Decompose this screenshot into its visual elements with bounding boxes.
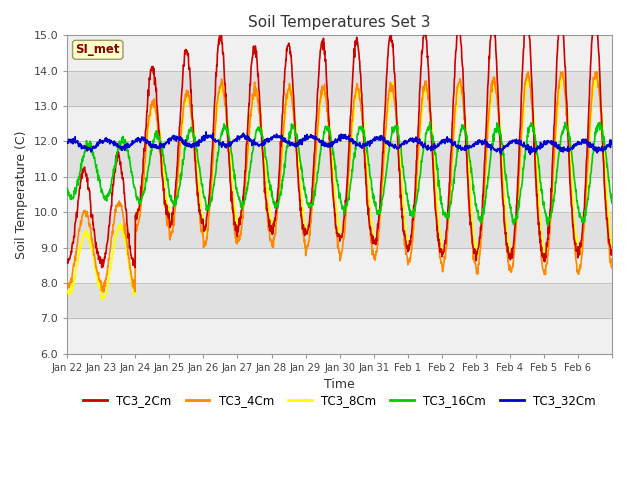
- X-axis label: Time: Time: [324, 378, 355, 391]
- Bar: [67, 248, 612, 283]
- Y-axis label: Soil Temperature (C): Soil Temperature (C): [15, 130, 28, 259]
- TC3_8Cm: [548, 192, 556, 198]
- TC3_4Cm: [602, 194, 609, 200]
- Bar: [67, 177, 612, 212]
- TC3_32Cm: [548, 142, 556, 147]
- TC3_8Cm: [63, 290, 71, 296]
- TC3_8Cm: [468, 215, 476, 220]
- TC3_4Cm: [593, 69, 600, 74]
- TC3_8Cm: [316, 115, 323, 120]
- TC3_16Cm: [63, 185, 71, 191]
- TC3_4Cm: [316, 104, 323, 110]
- TC3_32Cm: [608, 137, 616, 143]
- TC3_16Cm: [602, 148, 609, 154]
- TC3_32Cm: [316, 136, 323, 142]
- TC3_32Cm: [326, 144, 333, 150]
- TC3_2Cm: [608, 247, 616, 253]
- TC3_16Cm: [315, 161, 323, 167]
- Legend: TC3_2Cm, TC3_4Cm, TC3_8Cm, TC3_16Cm, TC3_32Cm: TC3_2Cm, TC3_4Cm, TC3_8Cm, TC3_16Cm, TC3…: [78, 389, 601, 411]
- TC3_32Cm: [468, 144, 476, 149]
- TC3_2Cm: [548, 176, 556, 182]
- TC3_2Cm: [602, 198, 609, 204]
- TC3_4Cm: [548, 196, 556, 202]
- TC3_4Cm: [149, 103, 157, 108]
- TC3_16Cm: [548, 206, 556, 212]
- Bar: [67, 283, 612, 318]
- TC3_32Cm: [148, 144, 156, 150]
- TC3_2Cm: [131, 264, 139, 270]
- Bar: [67, 71, 612, 106]
- Line: TC3_4Cm: TC3_4Cm: [67, 72, 612, 292]
- TC3_16Cm: [325, 127, 333, 133]
- Line: TC3_16Cm: TC3_16Cm: [67, 122, 612, 225]
- TC3_2Cm: [591, 7, 598, 12]
- TC3_4Cm: [468, 240, 476, 245]
- TC3_4Cm: [608, 265, 616, 271]
- TC3_4Cm: [326, 139, 333, 144]
- TC3_4Cm: [63, 285, 71, 291]
- TC3_8Cm: [525, 72, 533, 77]
- TC3_8Cm: [602, 164, 609, 169]
- TC3_32Cm: [526, 152, 534, 157]
- TC3_32Cm: [602, 146, 609, 152]
- Line: TC3_2Cm: TC3_2Cm: [67, 10, 612, 267]
- TC3_8Cm: [149, 99, 157, 105]
- TC3_16Cm: [148, 142, 156, 147]
- TC3_32Cm: [202, 129, 210, 135]
- Bar: [67, 318, 612, 354]
- TC3_2Cm: [63, 257, 71, 263]
- Line: TC3_32Cm: TC3_32Cm: [67, 132, 612, 155]
- TC3_2Cm: [149, 64, 157, 70]
- TC3_16Cm: [544, 222, 552, 228]
- Bar: [67, 36, 612, 71]
- TC3_2Cm: [326, 137, 333, 143]
- Line: TC3_8Cm: TC3_8Cm: [67, 74, 612, 300]
- Text: SI_met: SI_met: [76, 43, 120, 56]
- TC3_4Cm: [99, 289, 107, 295]
- Title: Soil Temperatures Set 3: Soil Temperatures Set 3: [248, 15, 431, 30]
- TC3_8Cm: [99, 297, 106, 303]
- TC3_2Cm: [468, 234, 476, 240]
- Bar: [67, 212, 612, 248]
- TC3_16Cm: [468, 172, 476, 178]
- TC3_8Cm: [326, 120, 333, 126]
- Bar: [67, 142, 612, 177]
- TC3_2Cm: [316, 65, 323, 71]
- Bar: [67, 106, 612, 142]
- TC3_32Cm: [63, 140, 71, 146]
- TC3_16Cm: [426, 120, 434, 125]
- TC3_16Cm: [608, 200, 616, 205]
- TC3_8Cm: [608, 248, 616, 253]
